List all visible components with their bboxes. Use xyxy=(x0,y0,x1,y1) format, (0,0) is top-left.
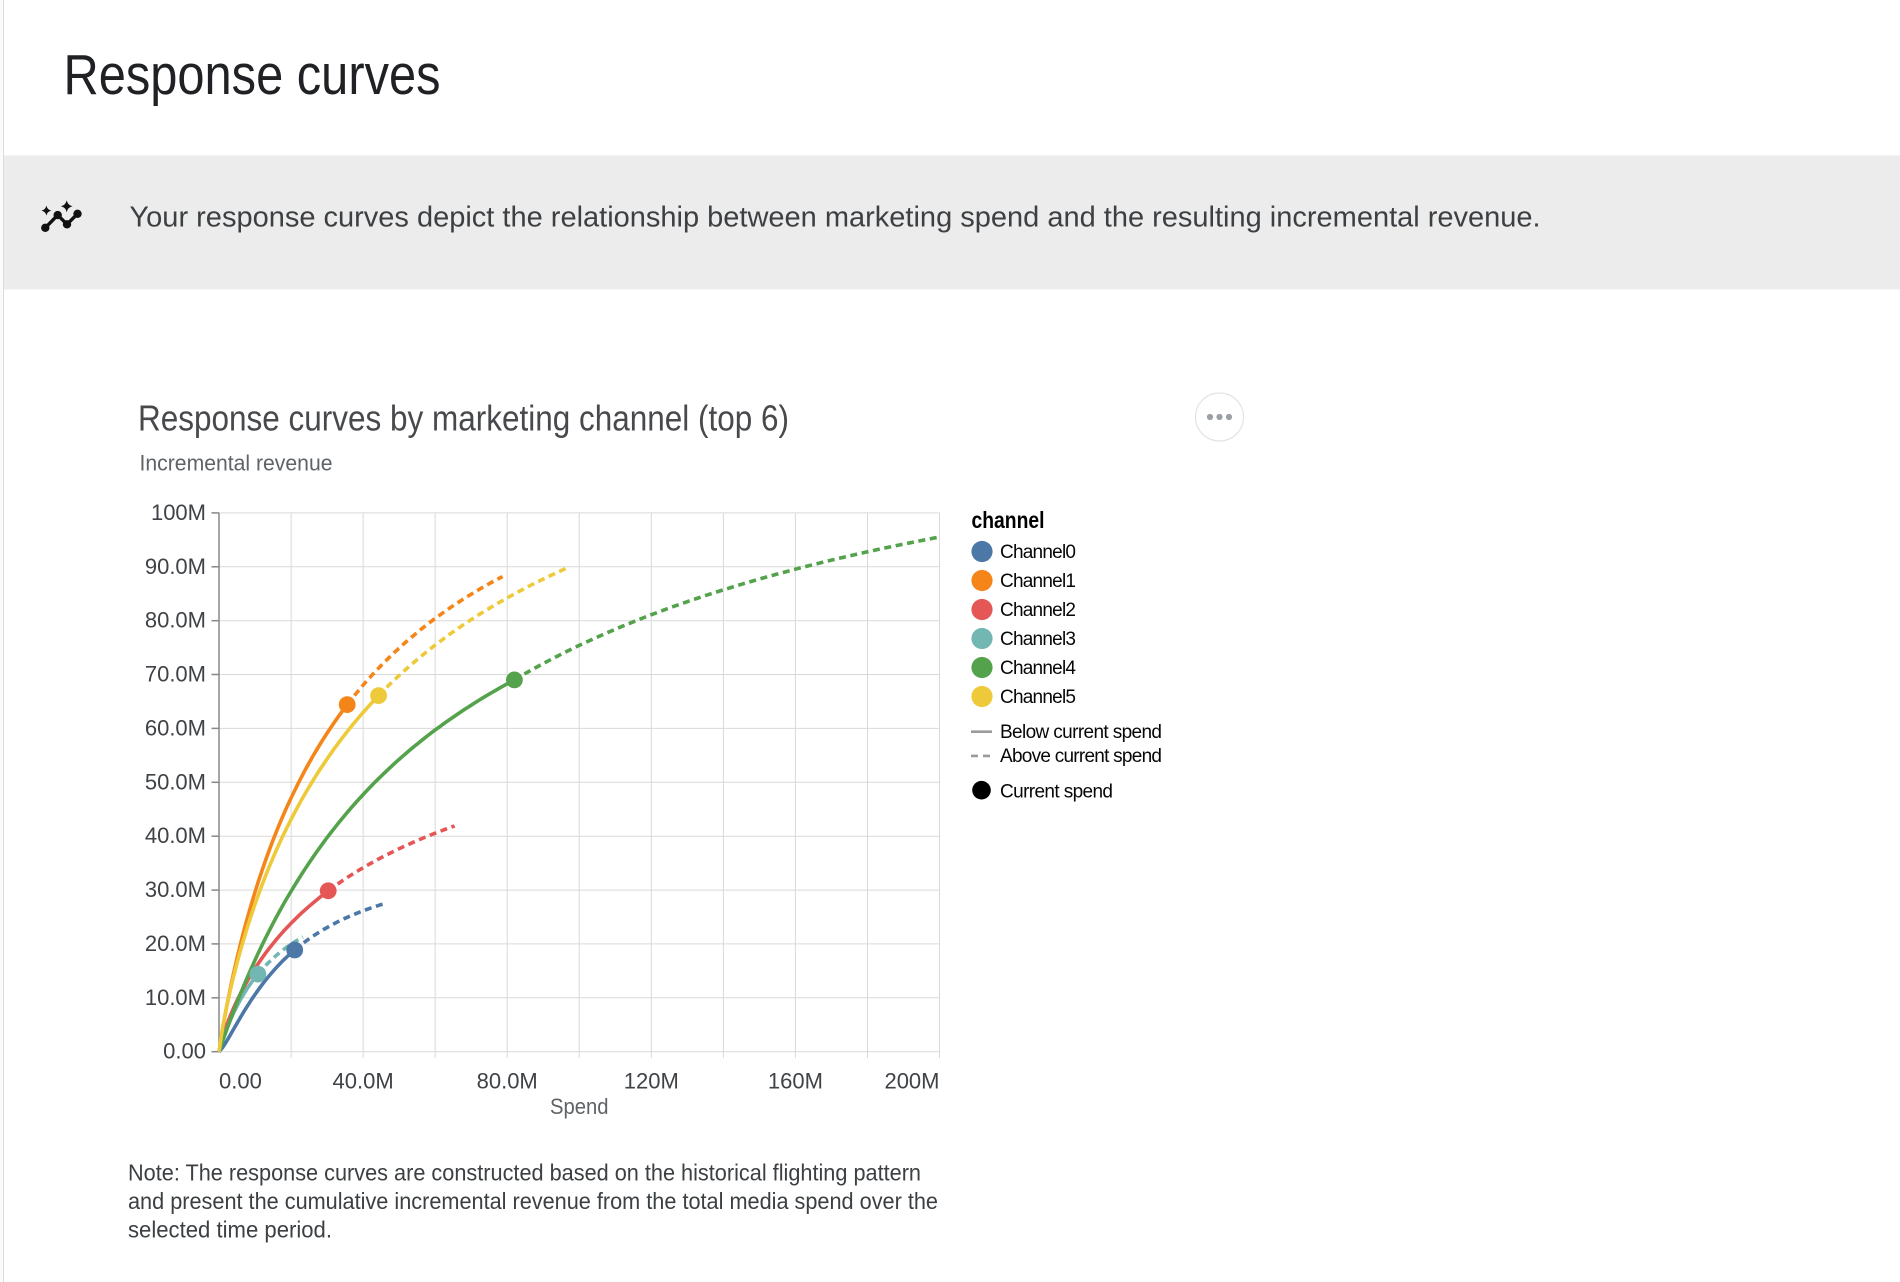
svg-text:70.0M: 70.0M xyxy=(145,662,206,687)
svg-text:Channel2: Channel2 xyxy=(1000,600,1076,621)
svg-text:10.0M: 10.0M xyxy=(145,985,206,1010)
svg-text:Response curves: Response curves xyxy=(64,43,441,107)
svg-text:Spend: Spend xyxy=(550,1094,609,1119)
svg-text:Channel4: Channel4 xyxy=(1000,658,1076,679)
svg-text:20.0M: 20.0M xyxy=(145,931,206,956)
svg-text:50.0M: 50.0M xyxy=(145,769,206,794)
svg-text:Channel3: Channel3 xyxy=(1000,629,1076,650)
svg-text:90.0M: 90.0M xyxy=(145,554,206,579)
svg-text:Your response curves depict th: Your response curves depict the relation… xyxy=(130,202,1541,234)
svg-text:Response curves by marketing c: Response curves by marketing channel (to… xyxy=(138,398,789,439)
svg-text:0.00: 0.00 xyxy=(163,1039,206,1064)
svg-text:Below current spend: Below current spend xyxy=(1000,722,1162,743)
svg-text:40.0M: 40.0M xyxy=(333,1068,394,1093)
svg-text:Incremental revenue: Incremental revenue xyxy=(140,451,333,476)
svg-text:40.0M: 40.0M xyxy=(145,823,206,848)
svg-text:selected time period.: selected time period. xyxy=(128,1217,332,1243)
svg-text:200M: 200M xyxy=(884,1068,939,1093)
svg-text:60.0M: 60.0M xyxy=(145,715,206,740)
svg-text:0.00: 0.00 xyxy=(219,1068,262,1093)
svg-text:and present the cumulative inc: and present the cumulative incremental r… xyxy=(128,1188,938,1214)
svg-text:80.0M: 80.0M xyxy=(477,1068,538,1093)
svg-text:80.0M: 80.0M xyxy=(145,608,206,633)
svg-text:Note: The response curves are: Note: The response curves are constructe… xyxy=(128,1160,921,1186)
svg-text:120M: 120M xyxy=(624,1068,679,1093)
svg-text:Above current spend: Above current spend xyxy=(1000,746,1162,767)
svg-text:30.0M: 30.0M xyxy=(145,877,206,902)
svg-text:160M: 160M xyxy=(768,1068,823,1093)
svg-text:channel: channel xyxy=(972,507,1045,533)
svg-text:Channel5: Channel5 xyxy=(1000,687,1076,708)
svg-text:Current spend: Current spend xyxy=(1000,782,1113,803)
svg-text:Channel0: Channel0 xyxy=(1000,542,1076,563)
svg-text:100M: 100M xyxy=(151,500,206,525)
svg-text:Channel1: Channel1 xyxy=(1000,571,1076,592)
